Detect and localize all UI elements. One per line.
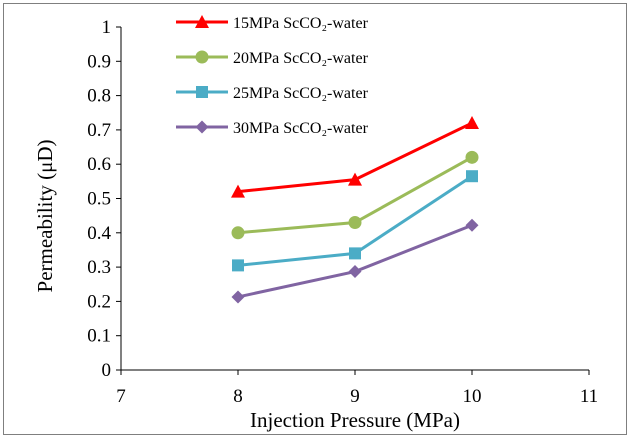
legend-item: 20MPa ScCO₂-water (176, 50, 369, 67)
y-tick-label: 0.3 (87, 257, 111, 278)
legend-marker (195, 50, 209, 64)
data-point (348, 216, 362, 230)
legend-marker (195, 15, 209, 28)
axes: 0 0.1 0.2 0.3 0.4 0.5 0.6 0.7 0.8 0.9 1 7 8 9 10 11 (87, 17, 598, 407)
y-tick-label: 0 (102, 360, 112, 381)
data-point (348, 265, 362, 279)
data-point (349, 247, 361, 260)
y-tick-label: 0.2 (87, 291, 111, 312)
x-tick-label: 10 (463, 386, 482, 407)
legend-label: 15MPa ScCO₂-water (233, 15, 369, 32)
data-point (231, 290, 245, 304)
legend-label: 25MPa ScCO₂-water (233, 85, 369, 102)
data-point (232, 259, 244, 272)
data-point (465, 116, 479, 130)
y-tick-label: 0.7 (87, 120, 111, 141)
legend-marker (196, 86, 208, 98)
x-tick-label: 9 (350, 386, 360, 407)
y-tick-label: 1 (102, 17, 112, 38)
legend-label: 20MPa ScCO₂-water (233, 50, 369, 67)
data-point (465, 218, 479, 232)
series-1 (231, 116, 479, 198)
data-point (231, 184, 245, 198)
legend-label: 30MPa ScCO₂-water (233, 120, 369, 137)
y-tick-label: 0.4 (87, 223, 111, 244)
chart-frame (3, 3, 627, 435)
x-tick-label: 8 (233, 386, 243, 407)
legend: 15MPa ScCO₂-water 20MPa ScCO₂-water 25MPa … (176, 15, 369, 137)
y-tick-label: 0.8 (87, 86, 111, 107)
legend-item: 30MPa ScCO₂-water (176, 120, 369, 137)
series-2 (231, 150, 479, 240)
data-point (348, 172, 362, 186)
series-4 (231, 218, 479, 304)
data-point (231, 226, 245, 240)
y-tick-label: 0.5 (87, 189, 111, 210)
y-axis-title: Permeability (μD) (33, 140, 57, 293)
x-tick-label: 7 (116, 386, 126, 407)
series-3 (232, 170, 478, 272)
series-group (231, 116, 479, 304)
x-tick-label: 11 (580, 386, 598, 407)
legend-item: 25MPa ScCO₂-water (176, 85, 369, 102)
x-axis-title: Injection Pressure (MPa) (250, 408, 460, 432)
y-tick-label: 0.6 (87, 154, 111, 175)
legend-marker (195, 120, 209, 134)
y-tick-label: 0.1 (87, 326, 111, 347)
data-point (465, 150, 479, 164)
data-point (466, 170, 478, 183)
y-tick-label: 0.9 (87, 51, 111, 72)
legend-item: 15MPa ScCO₂-water (176, 15, 369, 32)
